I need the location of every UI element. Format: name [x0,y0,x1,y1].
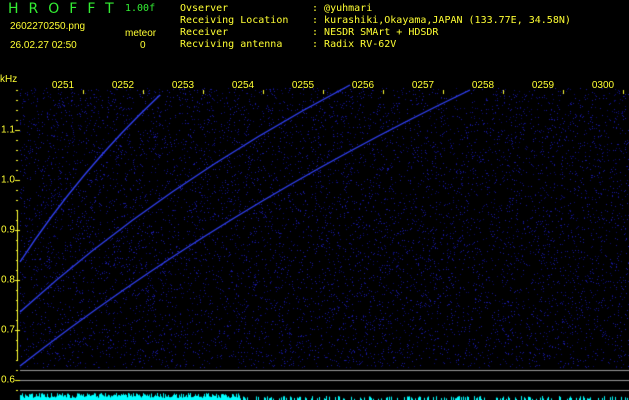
meteor-label: meteor [125,28,157,39]
separator: : [312,27,325,38]
info-row: Receiving Location: kurashiki,Okayama,JA… [180,15,571,26]
y-tick-label: 0.7 [1,324,15,336]
info-label: Receiving Location [180,15,289,26]
separator: : [312,15,325,26]
info-value: NESDR SMArt + HDSDR [324,27,439,38]
time-tick-label: 0258 [471,80,495,91]
info-value: @yuhmari [324,3,373,14]
separator: : [312,3,325,14]
time-tick-label: 0253 [171,80,195,91]
time-tick-label: 0251 [51,80,75,91]
time-tick-label: 0256 [351,80,375,91]
info-value: Radix RV-62V [324,39,397,50]
y-tick-label: 0.6 [1,374,15,386]
y-tick-label: 1.0 [1,174,15,186]
info-label: Ovserver [180,3,229,14]
datetime: 26.02.27 02:50 [10,40,77,51]
info-value: kurashiki,Okayama,JAPAN (133.77E, 34.58N… [324,15,571,26]
version: 1.00f [125,3,156,14]
y-tick-label: 0.8 [1,274,15,286]
time-tick-label: 0255 [291,80,315,91]
time-tick-label: 0300 [591,80,615,91]
time-tick-label: 0259 [531,80,555,91]
time-tick-label: 0252 [111,80,135,91]
info-row: Ovserver: @yuhmari [180,3,372,14]
time-tick-label: 0257 [411,80,435,91]
app-title: HROFFT [8,1,124,17]
info-label: Recviving antenna [180,39,283,50]
y-tick-label: 0.9 [1,224,15,236]
y-tick-label: 1.1 [1,124,15,136]
y-unit: kHz [0,74,18,85]
separator: : [312,39,325,50]
info-label: Receiver [180,27,229,38]
filename: 2602270250.png [10,21,86,32]
time-tick-label: 0254 [231,80,255,91]
info-row: Recviving antenna: Radix RV-62V [180,39,396,50]
meteor-count: 0 [140,40,146,51]
info-row: Receiver: NESDR SMArt + HDSDR [180,27,438,38]
